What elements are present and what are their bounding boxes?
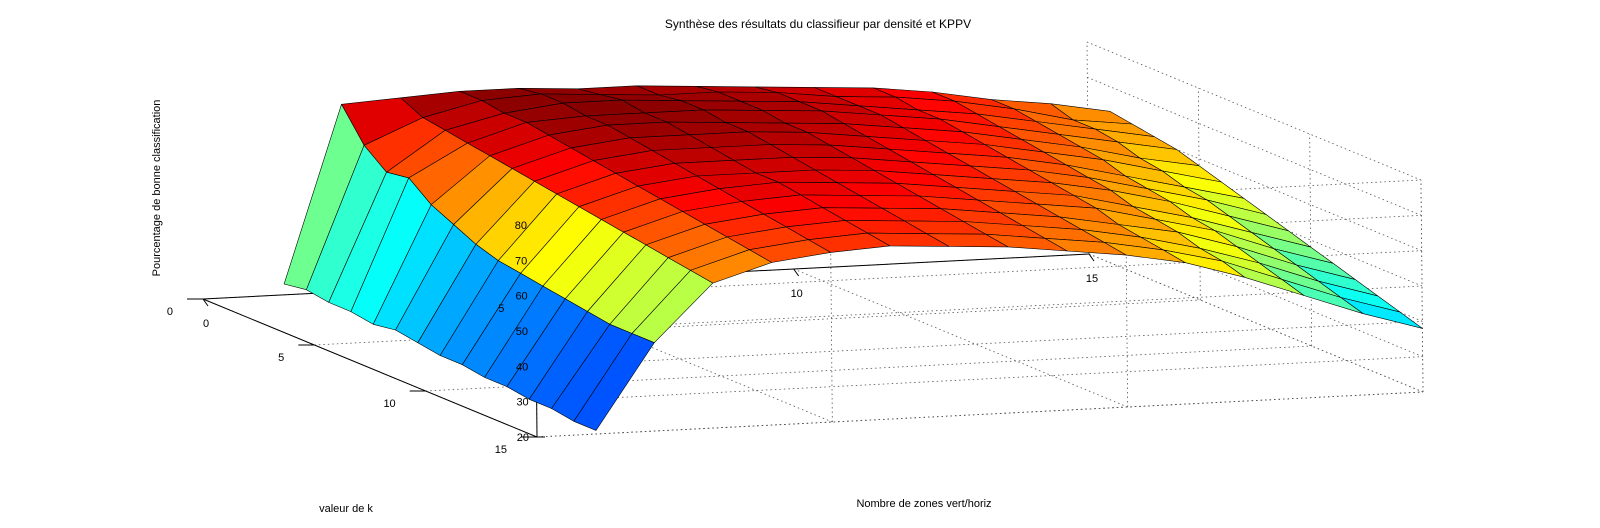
gridline-y-side [1309, 133, 1313, 347]
tick-labels: 0 5 10 15 0 5 10 15 20 30 40 50 60 70 80 [167, 220, 1098, 456]
y-axis-label: valeur de k [319, 503, 373, 515]
z-axis-label: Pourcentage de bonne classification [151, 100, 163, 277]
z-tick-label: 50 [516, 326, 528, 338]
gridline-z-back [536, 356, 1423, 403]
gridline-z-side [1087, 112, 1422, 252]
gridline-z-side [1087, 76, 1422, 216]
gridline-z-side [1086, 41, 1422, 181]
gridline-y-floor [314, 299, 1201, 346]
y-tick-label: 10 [383, 398, 395, 410]
gridline-z-back [534, 179, 1422, 226]
gridline-x-floor [498, 283, 833, 423]
x-axis-label: Nombre de zones vert/horiz [856, 498, 991, 510]
x-tick-label: 5 [498, 303, 504, 315]
z-tick-label: 60 [515, 291, 527, 303]
gridline-z-side [1088, 253, 1424, 393]
z-tick-label: 30 [516, 397, 528, 409]
x-tick [793, 268, 800, 277]
surface-mesh [283, 85, 1423, 431]
y-tick-label: 15 [495, 444, 507, 456]
y-tick-label: 0 [167, 306, 173, 318]
chart-title: Synthèse des résultats du classifieur pa… [665, 17, 971, 31]
y-tick-label: 5 [278, 352, 284, 364]
gridline-z-back [536, 320, 1423, 367]
surface-patch [573, 333, 655, 431]
x-tick-label: 10 [791, 288, 803, 300]
gridline-y-side [1197, 87, 1201, 301]
x-tick [1088, 253, 1095, 262]
axis-back-floor-edge [536, 391, 1424, 438]
x-tick-label: 0 [203, 318, 209, 330]
gridline-z-back [535, 285, 1423, 332]
x-tick-label: 15 [1086, 273, 1098, 285]
y-axis-line [202, 298, 538, 438]
z-tick-label: 20 [517, 432, 529, 444]
gridline-x-floor [793, 268, 1128, 408]
gridline-z-side [1088, 218, 1423, 358]
z-tick-label: 70 [515, 255, 527, 267]
z-tick-label: 40 [516, 361, 528, 373]
gridline-y-floor [425, 345, 1312, 392]
x-tick [202, 298, 209, 307]
z-tick-label: 80 [515, 220, 527, 232]
